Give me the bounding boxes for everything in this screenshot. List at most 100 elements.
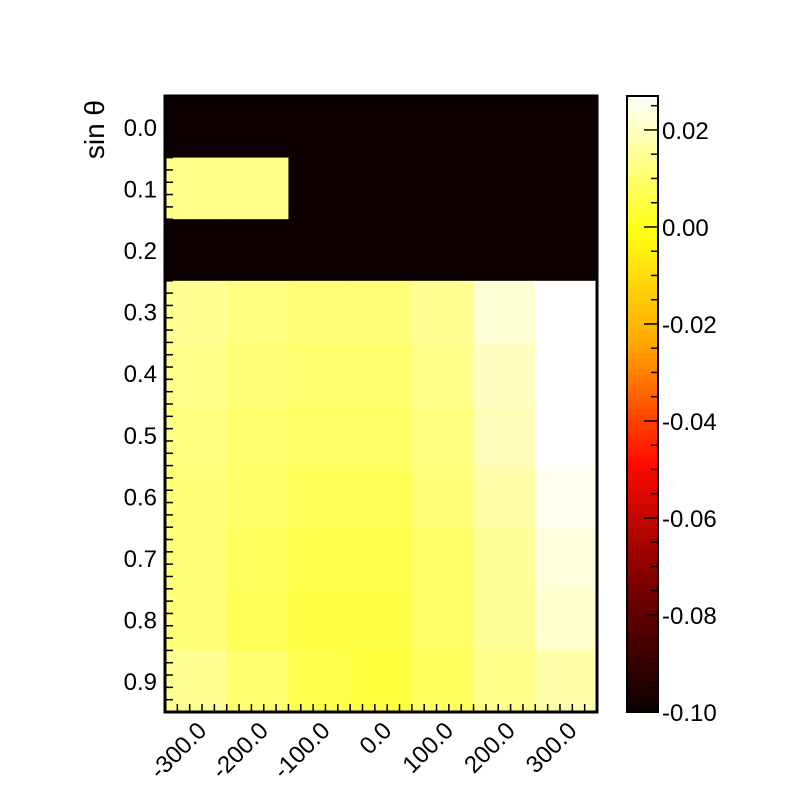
colorbar-segment [627,552,658,559]
colorbar-segment [627,624,658,631]
colorbar-segment [627,614,658,621]
heatmap-cell [288,96,351,159]
heatmap-cell [473,219,536,282]
colorbar-segment [627,373,658,380]
x-tick-label: 300.0 [521,717,583,779]
heatmap-cell [411,650,475,713]
heatmap-cell [226,465,290,528]
colorbar-segment [627,547,658,554]
colorbar-segment [627,96,658,102]
colorbar-segment [627,393,658,400]
colorbar-segment [627,167,658,174]
y-tick-label: 0.1 [124,176,157,203]
heatmap-cell [165,219,228,282]
heatmap-cell [165,280,228,343]
y-tick-label: 0.7 [124,546,157,573]
heatmap-cell [473,588,536,651]
heatmap-cell [226,404,290,467]
heatmap-cell [165,404,228,467]
colorbar-segment [627,481,658,487]
heatmap-cell [411,404,475,467]
heatmap-cell [288,650,351,713]
colorbar-segment [627,635,658,641]
colorbar-segment [627,655,658,662]
colorbar-segment [627,301,658,308]
colorbar-segment [627,568,658,575]
colorbar-segment [627,640,658,647]
heatmap-cell [473,465,536,528]
colorbar-segment [627,470,658,477]
colorbar-tick-label: -0.08 [662,603,717,630]
colorbar-segment [627,280,658,287]
colorbar-segment [627,475,658,482]
heatmap-cell [288,465,351,528]
heatmap-cell [350,588,413,651]
colorbar-segment [627,599,658,605]
y-tick-label: 0.8 [124,608,157,635]
colorbar-segment [627,239,658,246]
heatmap-cell [411,465,475,528]
colorbar-segment [627,619,658,626]
colorbar-segment [627,578,658,585]
heatmap-cell [226,96,290,159]
colorbar-segment [627,414,658,421]
colorbar-segment [627,429,658,436]
heatmap-cell [226,650,290,713]
colorbar-segment [627,362,658,369]
heatmap-cell [350,650,413,713]
colorbar-segment [627,327,658,333]
colorbar-segment [627,193,658,200]
colorbar-segment [627,650,658,657]
colorbar-segment [627,404,658,410]
heatmap-cell [535,342,598,405]
x-tick-label: 100.0 [397,717,459,779]
heatmap-cell [535,527,598,590]
heatmap-cell [350,465,413,528]
colorbar-segment [627,670,658,677]
colorbar-segment [627,250,658,256]
colorbar-segment [627,152,658,159]
heatmap-cell [288,157,351,220]
colorbar-tick-label: -0.10 [662,700,717,727]
heatmap-cell [535,465,598,528]
colorbar-segment [627,296,658,303]
colorbar-segment [627,686,658,693]
colorbar-segment [627,188,658,195]
colorbar-segment [627,347,658,354]
colorbar-segment [627,142,658,149]
heatmap-cell [535,96,598,159]
heatmap-cell [226,157,290,220]
colorbar-segment [627,260,658,267]
colorbar-segment [627,383,658,390]
colorbar-segment [627,424,658,431]
colorbar-segment [627,434,658,441]
heatmap-cell [165,96,228,159]
colorbar-segment [627,131,658,138]
heatmap-cell [535,157,598,220]
heatmap-cell [226,342,290,405]
heatmap-cell [165,342,228,405]
heatmap-cell [473,650,536,713]
heatmap-cell [473,527,536,590]
heatmap-cell [288,404,351,467]
colorbar-segment [627,439,658,446]
colorbar-segment [627,460,658,467]
heatmap-cell [411,219,475,282]
colorbar-segment [627,198,658,205]
colorbar-segment [627,106,658,113]
colorbar-tick-label: -0.04 [662,409,717,436]
colorbar-segment [627,496,658,503]
colorbar-segment [627,522,658,528]
heatmap-cell [350,96,413,159]
colorbar-segment [627,532,658,539]
heatmap-cell [226,280,290,343]
colorbar-segment [627,501,658,508]
colorbar-segment [627,450,658,457]
heatmap-cell [535,404,598,467]
colorbar-segment [627,275,658,282]
colorbar-segment [627,691,658,698]
colorbar-segment [627,291,658,297]
colorbar-segment [627,398,658,405]
